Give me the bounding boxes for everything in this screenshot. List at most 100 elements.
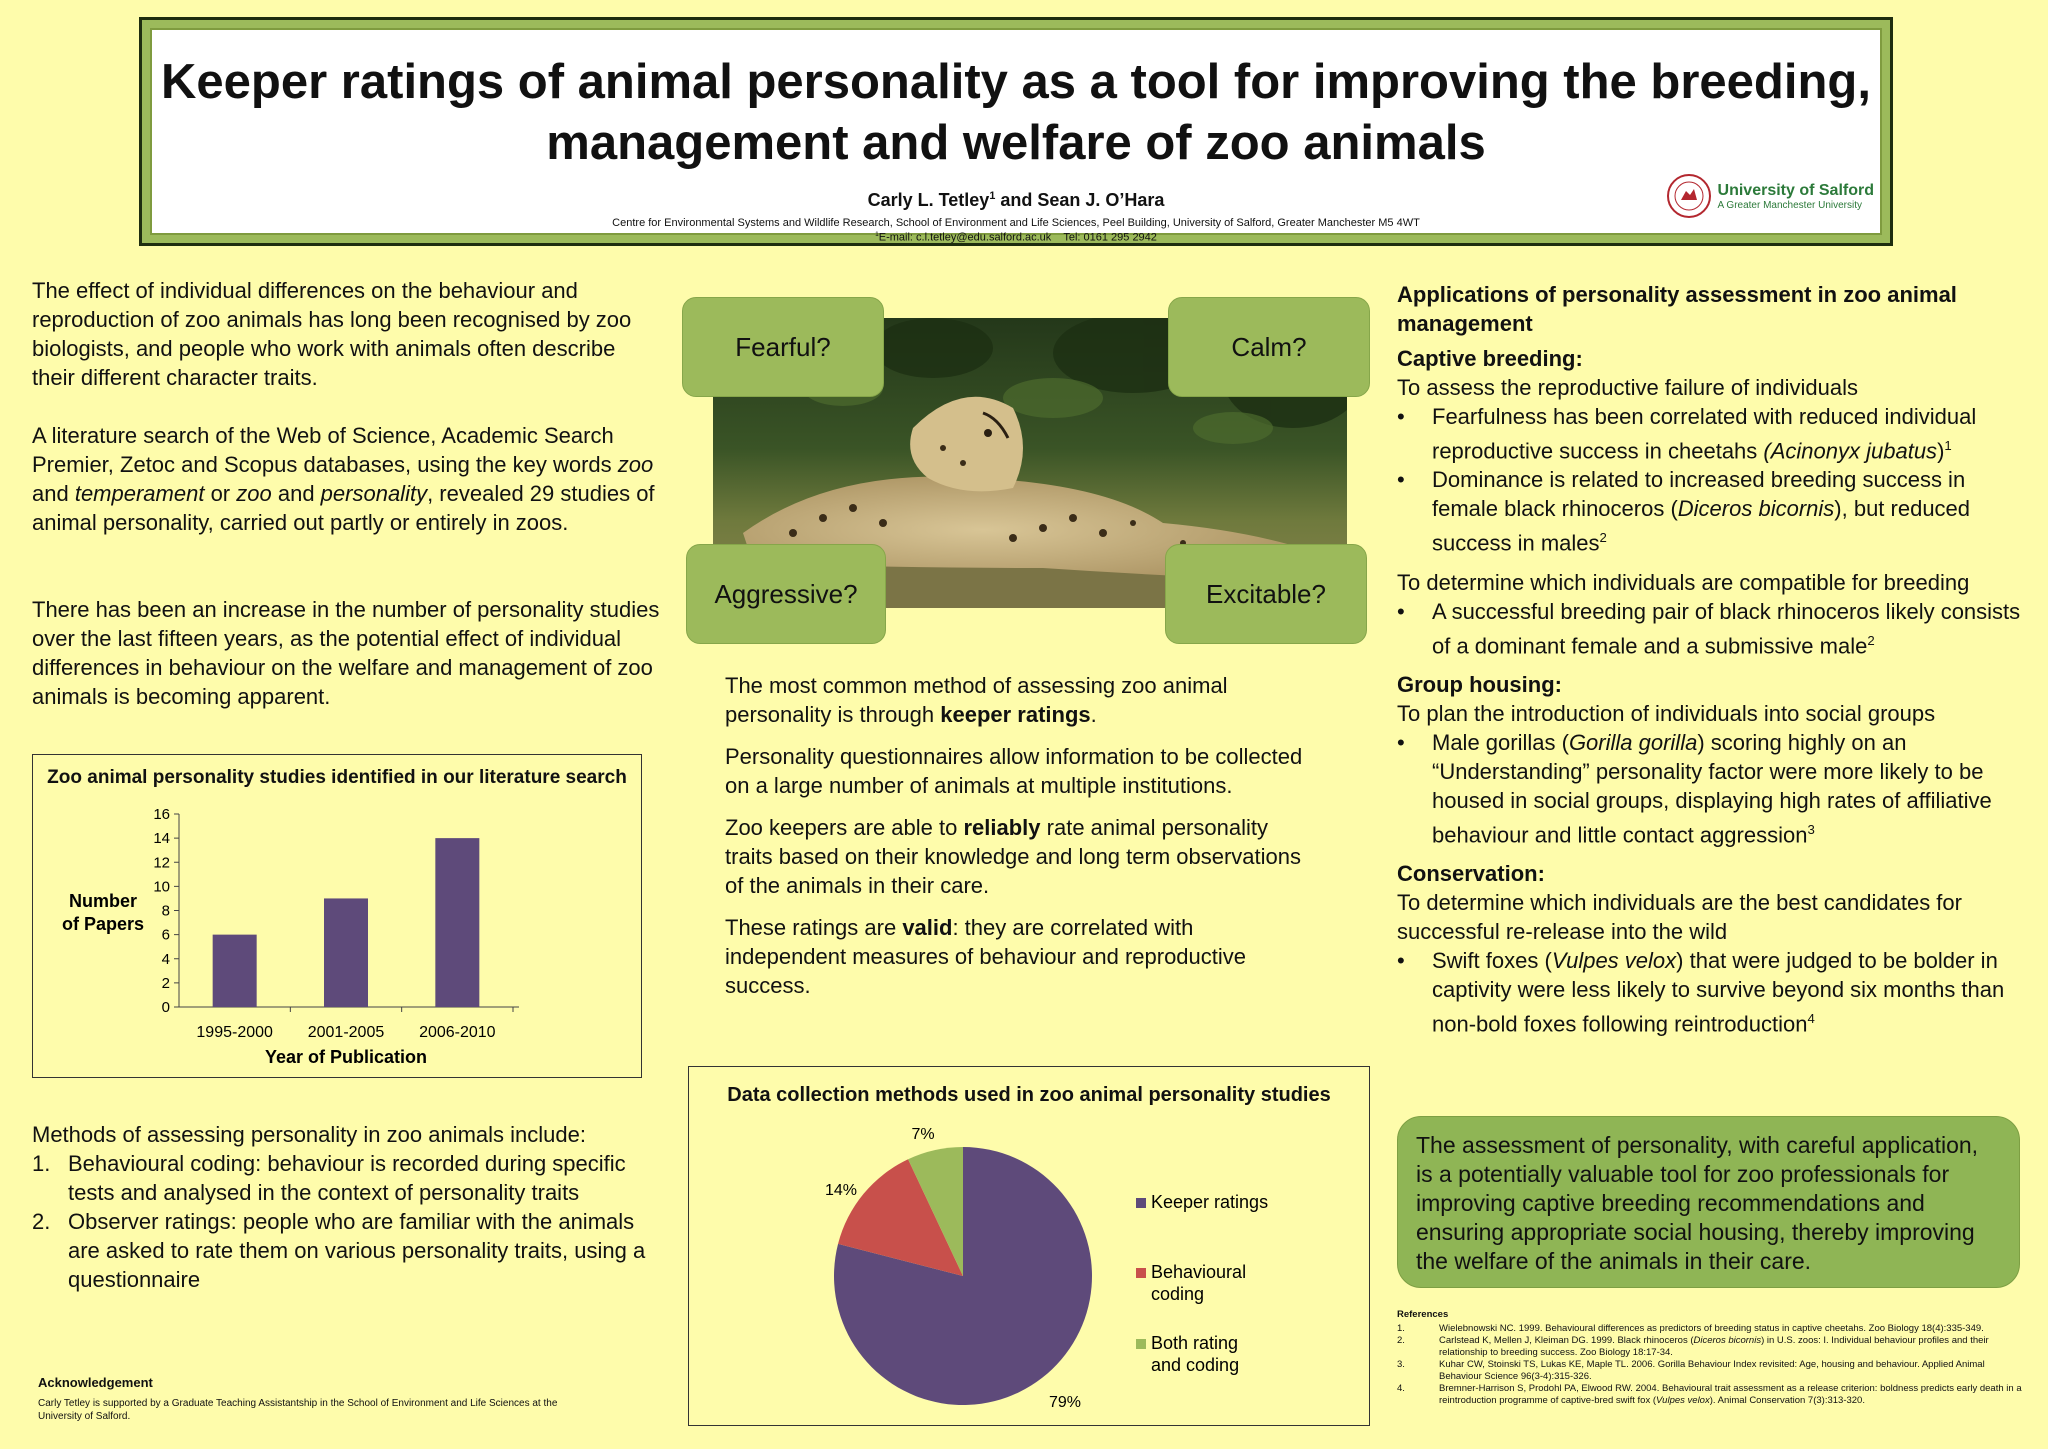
b1-ref: 1 bbox=[1944, 438, 1952, 453]
ref-4-b: ). Animal Conservation 7(3):313-320. bbox=[1709, 1395, 1865, 1406]
pie-legend-label: Both rating bbox=[1151, 1333, 1238, 1353]
reliability-paragraph: Zoo keepers are able to reliably rate an… bbox=[725, 813, 1315, 900]
lit-text-b: , revealed 29 studies of animal personal… bbox=[32, 481, 655, 535]
rel-text-c: rate animal personality traits based on … bbox=[725, 815, 1302, 898]
keeper-ratings-paragraph: The most common method of assessing zoo … bbox=[725, 671, 1315, 729]
literature-search-paragraph: A literature search of the Web of Scienc… bbox=[32, 421, 662, 537]
pie-slice-label: 7% bbox=[911, 1126, 934, 1143]
university-seal-icon bbox=[1666, 174, 1711, 218]
bullet-rhino-dominance: Dominance is related to increased breedi… bbox=[1397, 465, 2027, 557]
bar-chart: 0 2 4 6 8 10 12 14 16 1995-2000 2001-2005 2006-2010… bbox=[62, 806, 519, 1067]
pie-legend-label: Keeper ratings bbox=[1151, 1192, 1268, 1212]
contact-details: E-mail: c.l.tetley@edu.salford.ac.uk Tel… bbox=[878, 231, 1157, 244]
reference-1: 1. Wielebnowski NC. 1999. Behavioural dif… bbox=[1397, 1323, 2029, 1335]
pie-legend-swatch bbox=[1136, 1198, 1146, 1208]
pie-slice-label: 79% bbox=[1049, 1394, 1081, 1411]
ref-num-3: 3. bbox=[1397, 1359, 1405, 1370]
lit-text-and-2: and bbox=[271, 481, 321, 506]
university-name: University of Salford bbox=[1717, 181, 1874, 199]
intro-paragraph: The effect of individual differences on … bbox=[32, 278, 632, 390]
ref-text-2: Carlstead K, Mellen J, Kleiman DG. 1999.… bbox=[1439, 1335, 2029, 1359]
ref-num-2: 2. bbox=[1397, 1335, 1405, 1346]
bar-x-tick-label: 1995-2000 bbox=[196, 1024, 273, 1041]
ref-3-a: Kuhar CW, Stoinski TS, Lukas KE, Maple T… bbox=[1439, 1359, 1985, 1382]
ack-title: Acknowledgement bbox=[38, 1375, 153, 1390]
bar-x-tick-label: 2001-2005 bbox=[308, 1024, 385, 1041]
bar-y-tick-label: 12 bbox=[153, 854, 170, 871]
bar-y-tick-label: 16 bbox=[153, 806, 170, 823]
reference-2: 2. Carlstead K, Mellen J, Kleiman DG. 199… bbox=[1397, 1335, 2029, 1359]
ref-text-1: Wielebnowski NC. 1999. Behavioural diffe… bbox=[1439, 1323, 1984, 1335]
lit-text-a: A literature search of the Web of Scienc… bbox=[32, 423, 618, 477]
pie-slice bbox=[838, 1159, 963, 1276]
conservation-heading: Conservation: bbox=[1397, 861, 1545, 887]
methods-section: Methods of assessing personality in zoo … bbox=[32, 1120, 672, 1294]
rel-bold: reliably bbox=[963, 815, 1041, 840]
b1-text: Fearfulness has been correlated with red… bbox=[1432, 404, 1977, 464]
kw-personality: personality bbox=[320, 481, 428, 506]
breeding-intro: To assess the reproductive failure of in… bbox=[1397, 375, 1859, 400]
bar-y-tick-label: 4 bbox=[162, 951, 170, 968]
bar-chart-panel: Zoo animal personality studies identifie… bbox=[32, 754, 642, 1078]
author-1: Carly L. Tetley bbox=[867, 190, 990, 210]
b1-species: (Acinonyx jubatus bbox=[1763, 438, 1938, 464]
contact-mark: 1 bbox=[875, 231, 879, 238]
ref-4-italic: Vulpes velox bbox=[1656, 1395, 1710, 1406]
methods-intro: Methods of assessing personality in zoo … bbox=[32, 1122, 586, 1147]
b5-text: Swift foxes ( bbox=[1432, 948, 1552, 974]
affiliation: Centre for Environmental Systems and Wil… bbox=[612, 217, 1420, 229]
author-1-affiliation-mark: 1 bbox=[989, 190, 996, 202]
b2-close: ), but reduced success in males bbox=[1432, 496, 1971, 556]
method-item-1: 1. Behavioural coding: behaviour is recor… bbox=[32, 1149, 672, 1207]
rel-text-a: Zoo keepers are able to bbox=[725, 815, 964, 840]
kw-zoo-1: zoo bbox=[617, 452, 654, 477]
compat-bullets: A successful breeding pair of black rhin… bbox=[1397, 597, 2027, 660]
captive-breeding-heading: Captive breeding: bbox=[1397, 346, 1583, 371]
pie-legend-swatch bbox=[1136, 1268, 1146, 1278]
group-housing-heading: Group housing: bbox=[1397, 671, 1562, 697]
references: References 1. Wielebnowski NC. 1999. Beha… bbox=[1397, 1309, 2029, 1407]
kr-bold: keeper ratings bbox=[940, 702, 1091, 727]
center-text: The most common method of assessing zoo … bbox=[725, 671, 1315, 1000]
ref-2-italic: Diceros bicornis bbox=[1693, 1335, 1762, 1346]
b4-species: Gorilla gorilla bbox=[1568, 729, 1698, 755]
ref-text-4: Bremner-Harrison S, Prodohl PA, Elwood R… bbox=[1439, 1383, 2029, 1407]
pie-chart-panel: Data collection methods used in zoo anim… bbox=[688, 1066, 1370, 1426]
b5-rest: ) that were judged to be bolder in capti… bbox=[1432, 948, 2005, 1037]
reference-3: 3. Kuhar CW, Stoinski TS, Lukas KE, Maple… bbox=[1397, 1359, 2029, 1383]
pie-legend-label-line2: coding bbox=[1151, 1284, 1204, 1304]
method-num-2: 2. bbox=[32, 1209, 51, 1234]
compatibility-intro: To determine which individuals are compa… bbox=[1397, 569, 1970, 595]
questionnaire-paragraph: Personality questionnaires allow informa… bbox=[725, 744, 1303, 798]
poster-title: Keeper ratings of animal personality as … bbox=[161, 55, 1871, 170]
val-text-a: These ratings are bbox=[725, 915, 903, 940]
trait-fearful: Fearful? bbox=[682, 297, 884, 397]
bar-x-tick-label: 2006-2010 bbox=[419, 1024, 496, 1041]
ref-1-a: Wielebnowski NC. 1999. Behavioural diffe… bbox=[1439, 1323, 1984, 1334]
author-2: and Sean J. O’Hara bbox=[995, 190, 1165, 210]
bar-y-tick-label: 2 bbox=[162, 975, 170, 992]
pie-chart-title: Data collection methods used in zoo anim… bbox=[727, 1084, 1331, 1106]
pie-slice-label: 14% bbox=[825, 1182, 857, 1199]
b2-text: Dominance is related to increased breedi… bbox=[1432, 467, 1966, 522]
header-panel: Keeper ratings of animal personality as … bbox=[150, 28, 1882, 244]
bar-x-axis-label: Year of Publication bbox=[265, 1047, 427, 1067]
lit-text-or: or bbox=[204, 481, 237, 506]
ref-4-a: Bremner-Harrison S, Prodohl PA, Elwood R… bbox=[1439, 1383, 2022, 1406]
group-intro: To plan the introduction of individuals … bbox=[1397, 700, 1936, 726]
applications-heading: Applications of personality assessment i… bbox=[1397, 282, 1957, 336]
b4-rest: ) scoring highly on an “Understanding” p… bbox=[1432, 729, 1992, 848]
ref-2-a: Carlstead K, Mellen J, Kleiman DG. 1999.… bbox=[1439, 1335, 1694, 1346]
method-text-1: Behavioural coding: behaviour is recorde… bbox=[68, 1151, 626, 1205]
ack-text: Carly Tetley is supported by a Graduate … bbox=[38, 1398, 558, 1422]
trait-aggressive: Aggressive? bbox=[686, 544, 886, 644]
group-bullets: Male gorillas (Gorilla gorilla) scoring … bbox=[1397, 728, 2027, 849]
bar-y-axis-label-line2: of Papers bbox=[62, 914, 144, 934]
b4-ref: 3 bbox=[1807, 821, 1815, 837]
university-tagline: A Greater Manchester University bbox=[1717, 199, 1863, 211]
poster-header: Keeper ratings of animal personality as … bbox=[139, 17, 1893, 246]
bullet-swift-fox: Swift foxes (Vulpes velox) that were jud… bbox=[1397, 946, 2027, 1038]
b5-species: Vulpes velox bbox=[1551, 948, 1677, 974]
ref-2-b: ) in U.S. zoos: I. Individual behaviour … bbox=[1439, 1335, 1989, 1358]
reference-4: 4. Bremner-Harrison S, Prodohl PA, Elwood… bbox=[1397, 1383, 2029, 1407]
